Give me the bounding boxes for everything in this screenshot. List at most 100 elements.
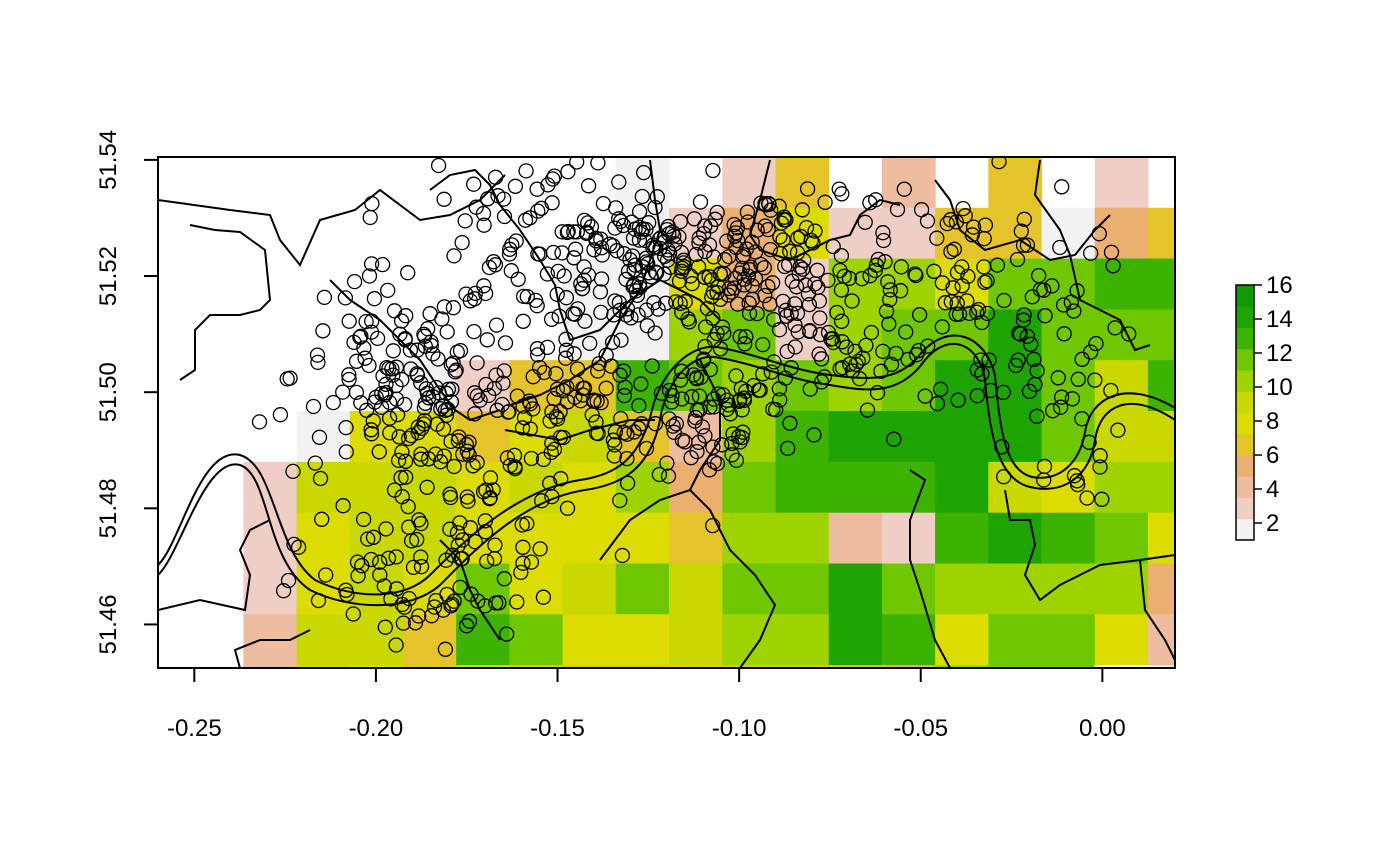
legend-tick-label: 8	[1266, 408, 1279, 435]
point-marker	[362, 209, 378, 226]
x-axis: -0.25 -0.20 -0.15 -0.10 -0.05 0.00	[167, 667, 1126, 742]
point-marker	[437, 402, 454, 418]
point-marker	[709, 325, 725, 342]
point-marker	[416, 328, 433, 344]
point-marker	[392, 326, 408, 342]
raster-cell	[935, 461, 989, 514]
point-marker	[651, 466, 668, 483]
y-tick-label: 51.46	[95, 594, 122, 654]
point-marker	[345, 606, 361, 622]
point-marker	[354, 558, 370, 574]
raster-cell	[881, 461, 936, 514]
point-marker	[760, 221, 776, 238]
legend-swatch	[1236, 327, 1254, 350]
point-marker	[627, 257, 643, 273]
point-marker	[536, 364, 552, 381]
raster-cell	[456, 461, 510, 514]
point-marker	[381, 394, 398, 411]
point-marker	[544, 195, 560, 211]
point-marker	[607, 220, 623, 236]
point-marker	[593, 394, 609, 411]
raster-cell	[1094, 258, 1149, 310]
raster-cell	[562, 614, 617, 666]
point-marker	[1019, 328, 1036, 345]
point-marker	[780, 256, 797, 273]
x-tick-label: -0.25	[167, 715, 222, 742]
point-marker	[477, 513, 493, 529]
point-marker	[965, 219, 982, 235]
point-marker	[338, 444, 354, 460]
raster-cell	[1041, 512, 1096, 565]
point-marker	[363, 256, 380, 272]
raster-cell	[403, 665, 457, 668]
point-marker	[425, 346, 441, 362]
point-marker	[1032, 281, 1049, 298]
point-marker	[443, 357, 459, 373]
point-marker	[478, 376, 494, 393]
borough-boundaries	[158, 159, 1175, 668]
point-marker	[477, 285, 494, 302]
point-marker	[251, 414, 268, 430]
boundary-south-b	[233, 629, 311, 668]
point-marker	[515, 398, 531, 414]
point-marker	[374, 256, 391, 273]
point-marker	[529, 181, 545, 197]
point-marker	[724, 447, 740, 463]
point-marker	[398, 308, 414, 324]
legend-tick-label: 14	[1266, 306, 1293, 333]
point-marker	[832, 262, 848, 279]
point-marker	[409, 531, 425, 548]
point-marker	[379, 359, 395, 376]
point-marker	[510, 271, 526, 287]
raster-cell	[669, 614, 723, 666]
point-marker	[569, 361, 586, 377]
legend-swatch	[1236, 433, 1254, 456]
point-marker	[823, 331, 839, 347]
point-marker	[950, 392, 966, 408]
point-marker	[584, 407, 600, 423]
point-marker	[1052, 399, 1069, 415]
point-marker	[377, 619, 393, 635]
point-marker	[401, 590, 417, 607]
raster-cell	[456, 767, 510, 818]
point-marker	[616, 387, 633, 404]
point-marker	[794, 261, 811, 277]
point-marker	[946, 241, 962, 257]
point-marker	[448, 362, 464, 378]
x-tick-label: -0.10	[712, 715, 767, 742]
point-marker	[454, 234, 470, 251]
point-marker	[677, 294, 693, 310]
point-marker	[348, 353, 365, 369]
point-marker	[624, 214, 640, 230]
point-marker	[825, 334, 841, 351]
raster-cell	[1147, 207, 1175, 260]
point-marker	[706, 454, 722, 470]
legend-swatch	[1236, 391, 1254, 414]
point-marker	[447, 364, 463, 380]
point-marker	[556, 268, 572, 284]
raster-cell	[1308, 259, 1362, 310]
point-marker	[356, 340, 372, 356]
point-marker	[737, 336, 753, 352]
point-marker	[444, 381, 460, 397]
point-marker	[346, 334, 362, 351]
point-marker	[413, 515, 429, 532]
raster-cell	[1308, 513, 1362, 564]
point-marker	[382, 425, 398, 441]
point-marker	[672, 372, 689, 388]
point-marker	[832, 361, 848, 377]
point-marker	[934, 319, 950, 335]
raster-cell	[935, 665, 989, 668]
point-marker	[458, 437, 475, 453]
point-marker	[783, 360, 799, 376]
point-marker	[1023, 336, 1039, 352]
point-marker	[490, 188, 506, 204]
point-marker	[286, 536, 302, 553]
point-marker	[877, 254, 893, 270]
point-marker	[749, 305, 765, 322]
point-marker	[613, 332, 629, 348]
point-marker	[969, 362, 985, 378]
point-marker	[449, 524, 466, 541]
boundary-east	[934, 179, 1111, 262]
raster-cell	[296, 411, 351, 463]
